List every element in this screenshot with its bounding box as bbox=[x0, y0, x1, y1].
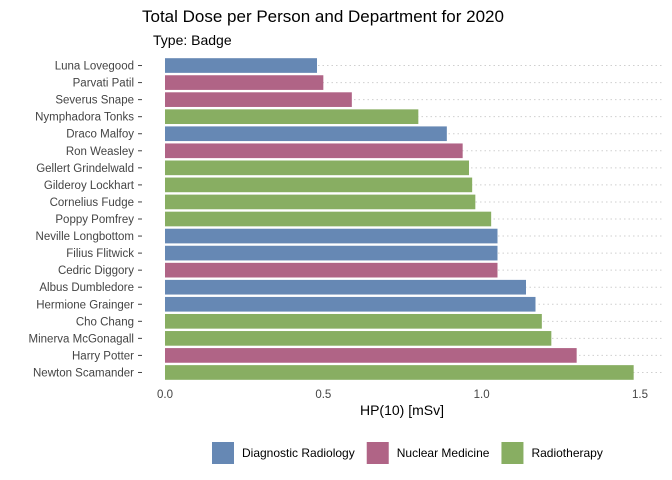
legend-swatch bbox=[212, 442, 234, 464]
bar bbox=[165, 314, 542, 329]
y-tick-label: Filius Flitwick bbox=[66, 248, 134, 260]
bar bbox=[165, 365, 634, 380]
y-tick-label: Minerva McGonagall bbox=[29, 333, 134, 345]
y-tick-label: Gilderoy Lockhart bbox=[44, 180, 135, 192]
y-tick-label: Severus Snape bbox=[55, 95, 134, 107]
bar bbox=[165, 161, 469, 176]
bar bbox=[165, 263, 498, 278]
x-axis-ticks: 0.0 0.5 1.0 1.5 bbox=[157, 389, 648, 401]
x-tick-label: 0.5 bbox=[315, 389, 331, 401]
bar bbox=[165, 246, 498, 261]
y-tick-label: Cornelius Fudge bbox=[50, 197, 134, 209]
legend-label: Radiotherapy bbox=[531, 446, 602, 460]
bar bbox=[165, 195, 475, 210]
y-tick-label: Ron Weasley bbox=[66, 146, 134, 158]
y-tick-label: Gellert Grindelwald bbox=[36, 163, 134, 175]
chart-subtitle: Type: Badge bbox=[153, 32, 232, 48]
legend-label: Nuclear Medicine bbox=[397, 446, 490, 460]
y-tick-label: Hermione Grainger bbox=[36, 299, 134, 311]
legend-swatch bbox=[501, 442, 523, 464]
chart-title: Total Dose per Person and Department for… bbox=[142, 7, 504, 26]
bar bbox=[165, 143, 463, 158]
y-tick-label: Neville Longbottom bbox=[36, 231, 134, 243]
y-tick-label: Poppy Pomfrey bbox=[55, 214, 134, 226]
bar bbox=[165, 280, 526, 295]
x-tick-label: 0.0 bbox=[157, 389, 173, 401]
y-axis-labels: Luna Lovegood Parvati Patil Severus Snape N… bbox=[29, 61, 142, 380]
bar bbox=[165, 331, 551, 346]
bar bbox=[165, 109, 418, 124]
bar bbox=[165, 75, 323, 90]
y-tick-label: Cho Chang bbox=[76, 316, 134, 328]
bar bbox=[165, 348, 577, 363]
legend-swatch bbox=[367, 442, 389, 464]
y-tick-label: Albus Dumbledore bbox=[39, 282, 134, 294]
y-tick-label: Newton Scamander bbox=[33, 367, 134, 379]
bar bbox=[165, 229, 498, 244]
bar bbox=[165, 92, 352, 107]
y-tick-label: Harry Potter bbox=[72, 350, 134, 362]
y-tick-label: Draco Malfoy bbox=[66, 129, 134, 141]
y-tick-label: Parvati Patil bbox=[73, 78, 134, 90]
bar bbox=[165, 178, 472, 193]
bar bbox=[165, 126, 447, 141]
x-tick-label: 1.0 bbox=[474, 389, 490, 401]
bars bbox=[165, 58, 634, 380]
x-tick-label: 1.5 bbox=[632, 389, 648, 401]
x-axis-label: HP(10) [mSv] bbox=[360, 402, 444, 418]
y-tick-label: Nymphadora Tonks bbox=[35, 112, 134, 124]
bar bbox=[165, 58, 317, 73]
y-tick-label: Cedric Diggory bbox=[58, 265, 134, 277]
bar bbox=[165, 297, 536, 312]
bar bbox=[165, 212, 491, 227]
legend: Diagnostic Radiology Nuclear Medicine Radi… bbox=[212, 442, 603, 464]
legend-label: Diagnostic Radiology bbox=[242, 446, 355, 460]
y-tick-label: Luna Lovegood bbox=[55, 61, 134, 73]
